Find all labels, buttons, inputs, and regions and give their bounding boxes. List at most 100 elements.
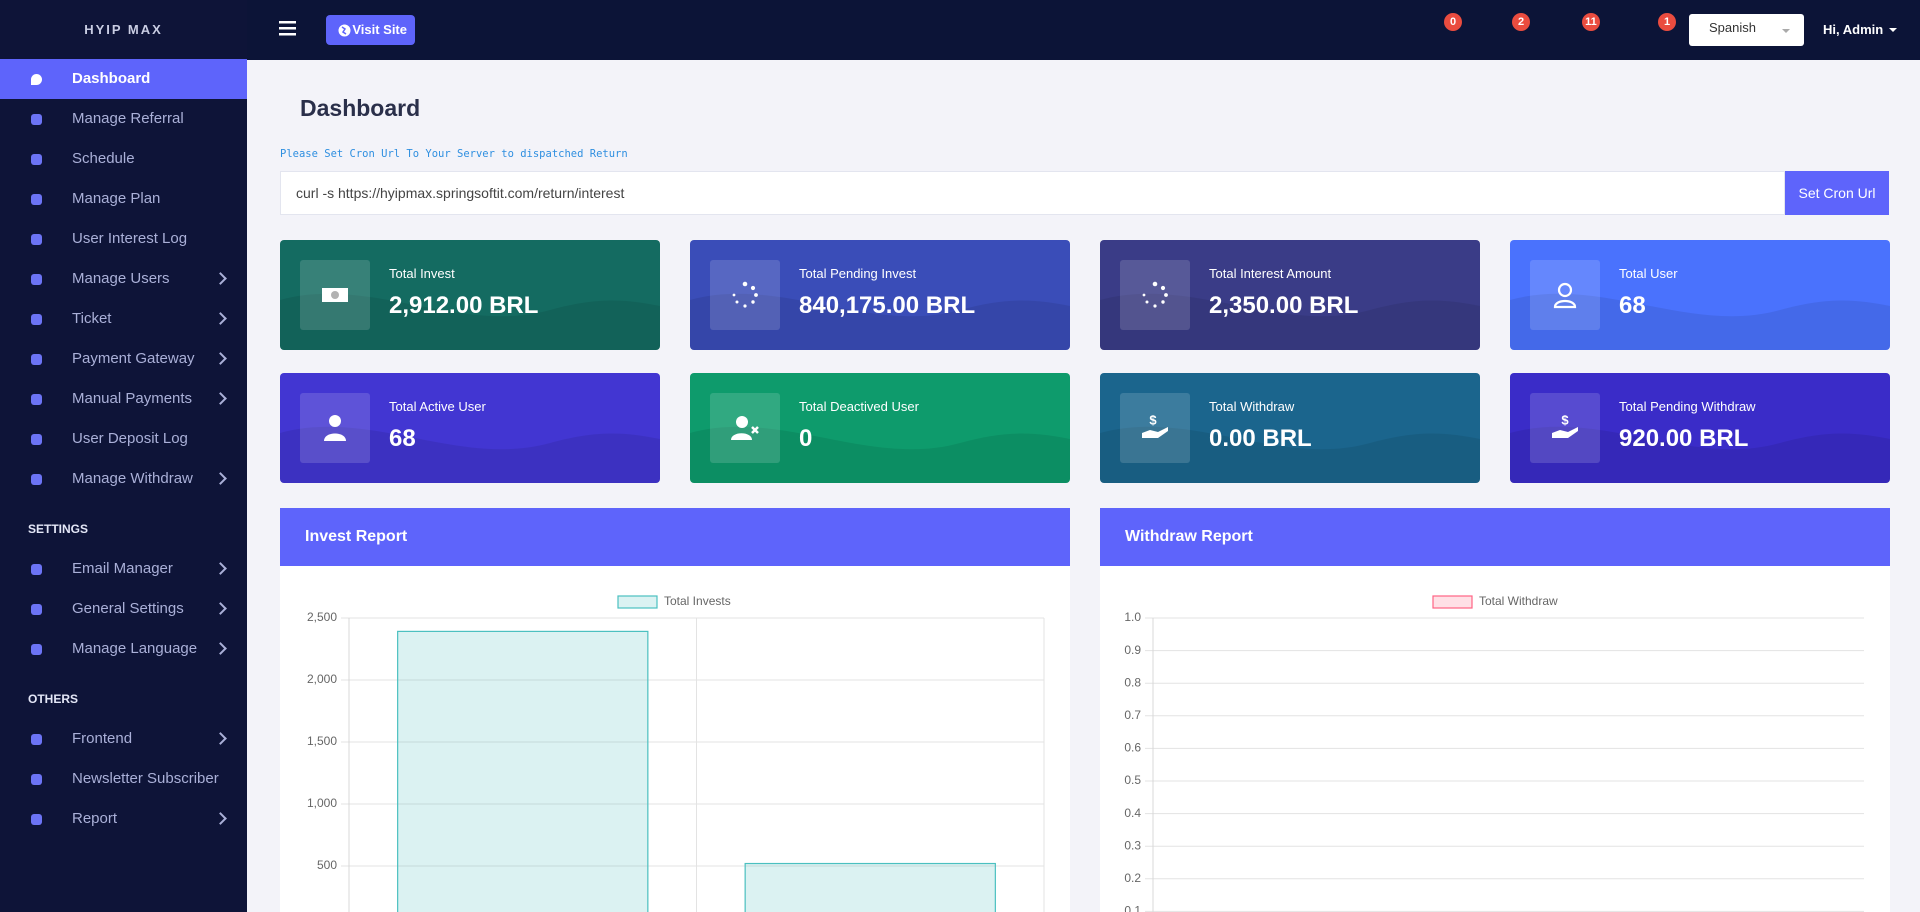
set-cron-button[interactable]: Set Cron Url bbox=[1785, 171, 1889, 215]
menu-icon bbox=[31, 74, 42, 85]
submenu-arrow bbox=[214, 642, 227, 655]
card-value: 68 bbox=[1619, 292, 1646, 319]
y-tick-label: 2,000 bbox=[307, 672, 337, 686]
svg-text:$: $ bbox=[1149, 413, 1157, 427]
y-tick-label: 0.7 bbox=[1124, 708, 1141, 722]
menu-item[interactable]: Dashboard bbox=[0, 59, 247, 99]
top-icon[interactable] bbox=[1558, 22, 1580, 38]
icon bbox=[731, 416, 759, 440]
menu-item[interactable]: Manage Plan bbox=[0, 179, 247, 219]
card-value: 0.00 BRL bbox=[1209, 425, 1312, 452]
y-tick-label: 0.9 bbox=[1124, 643, 1141, 657]
card-label: Total Pending Withdraw bbox=[1619, 399, 1756, 414]
y-tick-label: 1,500 bbox=[307, 734, 337, 748]
card-value: 840,175.00 BRL bbox=[799, 292, 976, 319]
menu-label: Report bbox=[72, 810, 118, 827]
user-menu[interactable]: Hi, Admin bbox=[1823, 22, 1898, 37]
card-value: 2,350.00 BRL bbox=[1209, 292, 1359, 319]
menu-label: Schedule bbox=[72, 150, 135, 167]
menu-toggle[interactable] bbox=[279, 21, 296, 36]
menu-item[interactable]: Ticket bbox=[0, 299, 247, 339]
y-tick-label: 0.5 bbox=[1124, 773, 1141, 787]
menu-label: Newsletter Subscriber bbox=[72, 770, 219, 787]
menu-item[interactable]: General Settings bbox=[0, 589, 247, 629]
menu-item[interactable]: User Interest Log bbox=[0, 219, 247, 259]
menu-icon bbox=[31, 234, 42, 245]
y-tick-label: 0.6 bbox=[1124, 741, 1141, 755]
submenu-arrow bbox=[214, 562, 227, 575]
wave bbox=[280, 293, 660, 350]
y-tick-label: 0.2 bbox=[1124, 871, 1141, 885]
language-select[interactable]: Spanish bbox=[1689, 14, 1804, 46]
wave bbox=[1510, 293, 1890, 350]
card-icon bbox=[710, 393, 780, 463]
menu-label: Dashboard bbox=[72, 70, 151, 87]
icon bbox=[1553, 282, 1577, 309]
submenu-arrow bbox=[214, 602, 227, 615]
menu-heading: OTHERS bbox=[28, 692, 79, 706]
menu-icon bbox=[31, 814, 42, 825]
menu-item[interactable]: Manage Language bbox=[0, 629, 247, 669]
card-wave bbox=[1510, 426, 1890, 483]
legend-swatch bbox=[617, 595, 658, 609]
icon bbox=[732, 281, 758, 308]
menu-icon bbox=[31, 354, 42, 365]
stat-card: $ Total Pending Withdraw 920.00 BRL bbox=[1510, 373, 1890, 483]
wave bbox=[280, 426, 660, 483]
submenu-arrow bbox=[214, 732, 227, 745]
menu-item[interactable]: User Deposit Log bbox=[0, 419, 247, 459]
menu-item[interactable]: Manage Referral bbox=[0, 99, 247, 139]
menu-item[interactable]: Schedule bbox=[0, 139, 247, 179]
submenu-arrow bbox=[214, 472, 227, 485]
menu-label: Manual Payments bbox=[72, 390, 193, 407]
panel-title: Withdraw Report bbox=[1100, 508, 1890, 566]
card-icon bbox=[1120, 260, 1190, 330]
top-icon[interactable] bbox=[1488, 22, 1510, 38]
menu-icon bbox=[31, 604, 42, 615]
legend-label: Total Invests bbox=[664, 594, 731, 608]
menu-label: Manage Plan bbox=[72, 190, 161, 207]
notification-badge: 11 bbox=[1582, 13, 1600, 31]
y-tick-label: 500 bbox=[317, 858, 337, 872]
top-icon[interactable] bbox=[1420, 22, 1442, 38]
menu-icon bbox=[31, 194, 42, 205]
menu-item[interactable]: Report bbox=[0, 799, 247, 839]
visit-site-button[interactable]: Visit Site bbox=[326, 15, 415, 45]
invest-chart: Total Invests 500 1,000 1,500 2,000 2,500 bbox=[307, 594, 1045, 912]
card-label: Total Withdraw bbox=[1209, 399, 1295, 414]
menu-label: User Deposit Log bbox=[72, 430, 188, 447]
stat-card: Total Deactived User 0 bbox=[690, 373, 1070, 483]
menu-label: Manage Language bbox=[72, 640, 198, 657]
menu-icon bbox=[31, 114, 42, 125]
menu-icon bbox=[31, 314, 42, 325]
menu-item[interactable]: Manual Payments bbox=[0, 379, 247, 419]
menu-item[interactable]: Payment Gateway bbox=[0, 339, 247, 379]
menu-icon bbox=[31, 474, 42, 485]
card-label: Total Pending Invest bbox=[799, 266, 917, 281]
card-value: 68 bbox=[389, 425, 416, 452]
wave bbox=[1100, 426, 1480, 483]
menu-item[interactable]: Manage Users bbox=[0, 259, 247, 299]
icon bbox=[324, 415, 346, 441]
stat-card: Total Active User 68 bbox=[280, 373, 660, 483]
stat-card: Total User 68 bbox=[1510, 240, 1890, 350]
menu-item[interactable]: Frontend bbox=[0, 719, 247, 759]
visit-site-label: Visit Site bbox=[352, 22, 407, 37]
withdraw-report-panel: Withdraw Report Total Withdraw 0.1 0.2 0.3 0… bbox=[1100, 508, 1890, 912]
card-label: Total Interest Amount bbox=[1209, 266, 1332, 281]
cron-command-input[interactable]: curl -s https://hyipmax.springsoftit.com… bbox=[280, 171, 1785, 215]
submenu-arrow bbox=[214, 352, 227, 365]
menu-icon bbox=[31, 734, 42, 745]
card-icon bbox=[300, 393, 370, 463]
card-wave bbox=[690, 426, 1070, 483]
icon bbox=[1142, 281, 1168, 308]
panel-title: Invest Report bbox=[280, 508, 1070, 566]
menu-label: Frontend bbox=[72, 730, 133, 747]
menu-item[interactable]: Email Manager bbox=[0, 549, 247, 589]
notification-badge: 0 bbox=[1444, 13, 1462, 31]
top-icon[interactable] bbox=[1634, 22, 1656, 38]
menu-item[interactable]: Manage Withdraw bbox=[0, 459, 247, 499]
brand[interactable]: HYIP MAX bbox=[84, 22, 163, 37]
notification-badge: 2 bbox=[1512, 13, 1530, 31]
menu-item[interactable]: Newsletter Subscriber bbox=[0, 759, 247, 799]
